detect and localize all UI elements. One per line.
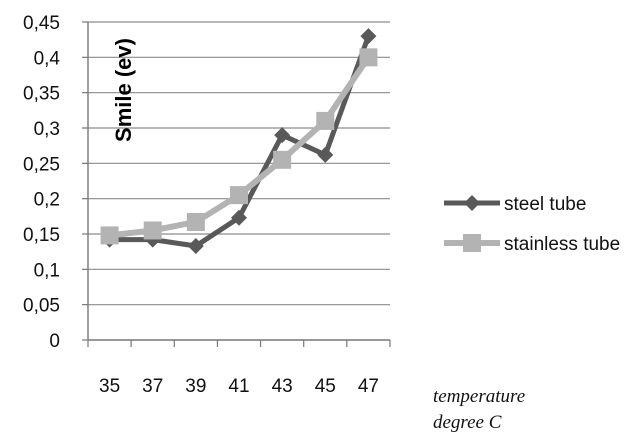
legend-marker [464,195,480,211]
y-tick-label: 0,35 [23,84,60,105]
legend: steel tube stainless tube [444,194,620,255]
data-point [274,127,291,144]
series-0 [101,28,377,255]
axes [82,21,391,347]
x-axis-label-line-2: degree C [433,412,502,433]
x-tick-label: 43 [272,376,293,397]
data-point [273,150,292,169]
x-tick-label: 45 [315,376,336,397]
data-point [230,186,248,205]
data-point [316,111,335,130]
data-point [359,48,378,67]
x-tick-label: 47 [358,376,379,397]
y-tick-label: 0,45 [23,13,60,34]
y-tick-label: 0,1 [34,260,60,281]
y-tick-label: 0,15 [23,225,60,246]
x-tick-label: 39 [185,376,206,397]
data-point [187,238,204,255]
data-point [231,209,247,226]
series [100,28,378,255]
data-point [317,146,334,163]
legend-label: steel tube [504,194,586,215]
x-axis-label-line-1: temperature [433,386,525,407]
y-tick-label: 0,2 [34,190,60,211]
y-tick-label: 0,4 [34,48,61,69]
y-tick-label: 0,25 [23,154,60,175]
x-tick-label: 37 [142,376,163,397]
data-point [186,212,205,231]
x-tick-label: 41 [228,376,249,397]
y-tick-label: 0 [49,331,60,352]
y-tick-label: 0,05 [23,296,60,317]
x-tick-labels: 35 37 39 41 43 45 47 [99,376,379,397]
y-tick-label: 0,3 [34,119,60,140]
data-point [100,226,119,245]
x-tick-label: 35 [99,376,120,397]
data-point [360,28,377,45]
y-axis-label: Smile (ev) [111,38,136,142]
legend-label: stainless tube [504,234,620,255]
data-point [143,221,162,240]
series-1 [100,48,378,245]
legend-marker [463,234,481,252]
y-tick-labels: 0 0,05 0,1 0,15 0,2 0,25 0,3 0,35 0,4 0,45 [23,13,60,352]
